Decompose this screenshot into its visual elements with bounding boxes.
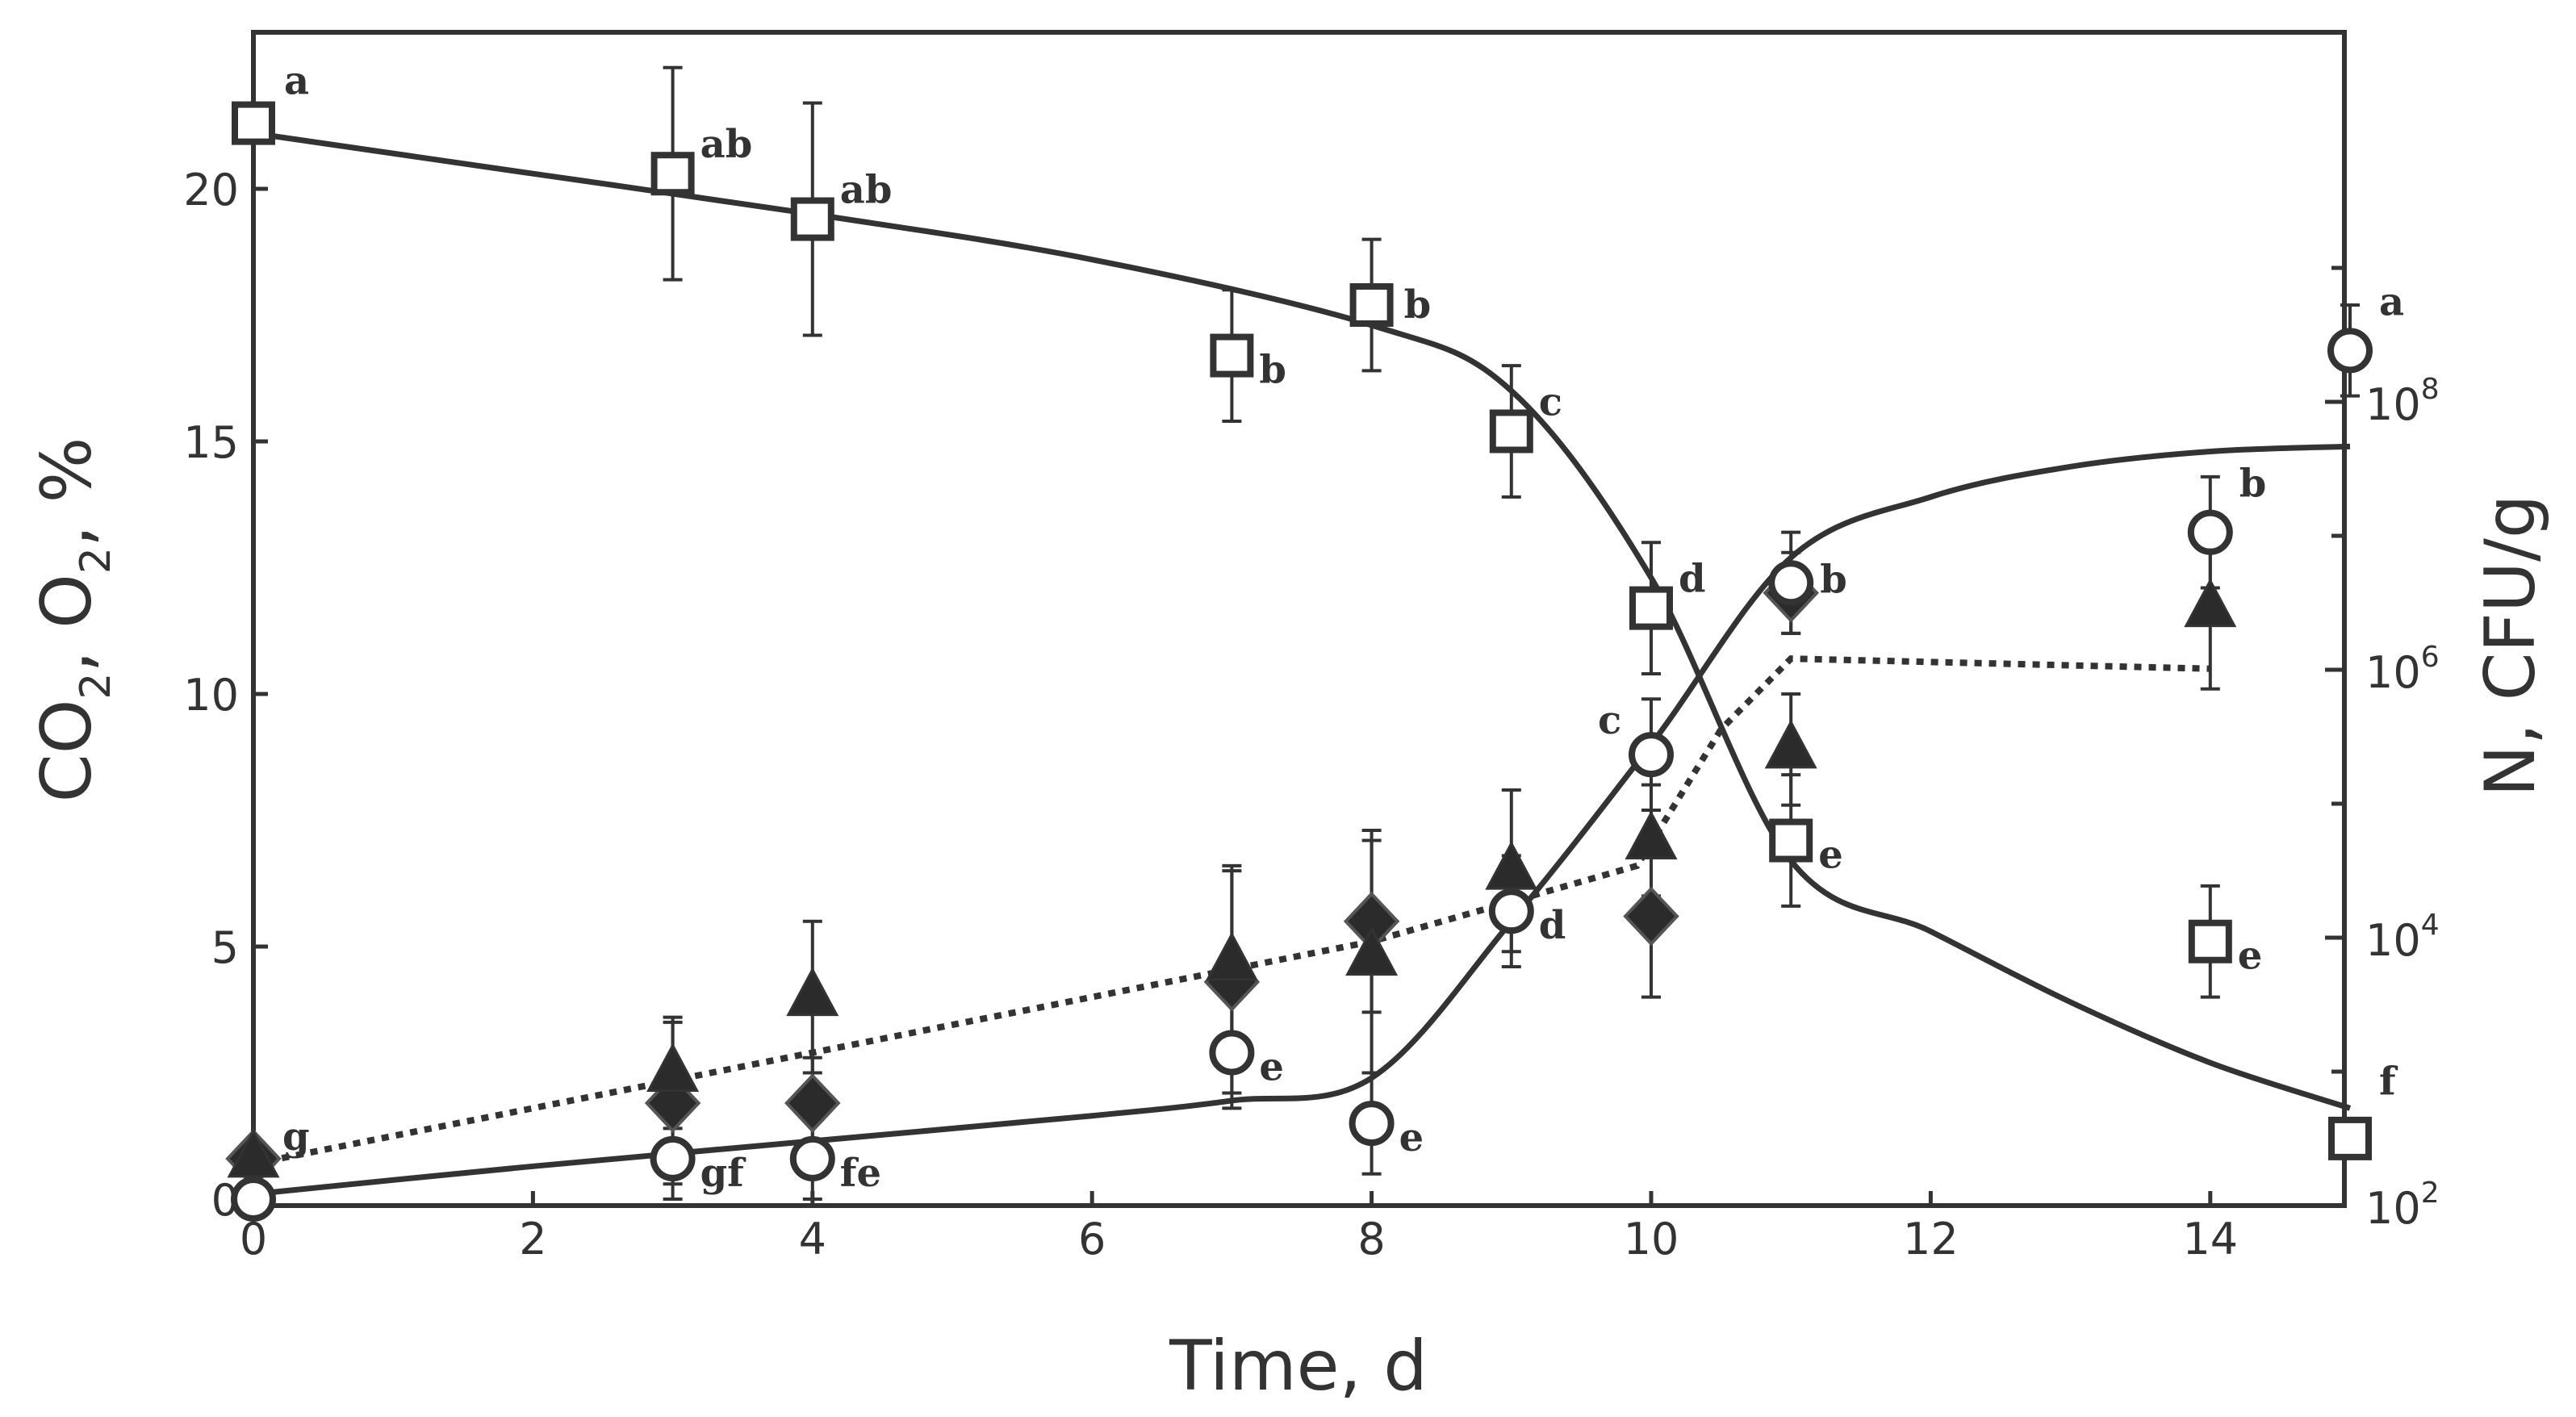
data-point-triangle-filled	[1206, 933, 1257, 981]
y-left-tick-label: 5	[211, 922, 239, 973]
data-markers	[226, 105, 2369, 1218]
y-right-tick-label: 108	[2365, 373, 2440, 430]
y-right-tick-label: 106	[2365, 641, 2440, 698]
x-tick-label: 4	[799, 1214, 826, 1264]
data-point-circle-open	[1632, 735, 1671, 774]
significance-letter: b	[1820, 557, 1847, 602]
significance-letter: f	[2379, 1059, 2398, 1104]
plot-frame	[251, 30, 2347, 1208]
data-point-diamond-filled	[784, 1074, 840, 1133]
significance-letter: fe	[840, 1151, 881, 1196]
data-point-triangle-filled	[787, 968, 838, 1017]
data-point-diamond-filled	[1624, 887, 1679, 946]
data-point-circle-open	[2191, 513, 2230, 552]
y-right-tick-label: 104	[2365, 909, 2440, 966]
data-point-circle-open	[654, 1139, 692, 1178]
x-tick-label: 8	[1357, 1214, 1385, 1264]
significance-letter: d	[1679, 557, 1706, 602]
error-bars	[663, 65, 2360, 1201]
significance-letter: a	[2379, 279, 2404, 324]
y-axis-left-title: CO2, O2, %	[27, 437, 120, 803]
data-point-circle-open	[1771, 563, 1810, 602]
significance-letter: b	[1259, 348, 1286, 393]
significance-letter: d	[1539, 903, 1566, 948]
data-point-circle-open	[2331, 331, 2369, 370]
data-point-triangle-filled	[647, 1044, 699, 1092]
fit-curves	[253, 130, 2352, 1198]
y-right-tick-label: 102	[2365, 1177, 2440, 1234]
data-point-triangle-filled	[2185, 579, 2236, 628]
data-point-circle-open	[1353, 1104, 1391, 1143]
data-point-square-open	[2331, 1120, 2369, 1157]
y-left-tick-label: 15	[183, 417, 239, 468]
significance-letter: ab	[700, 122, 753, 167]
data-point-circle-open	[234, 1180, 273, 1218]
significance-letter: c	[1598, 698, 1621, 743]
x-tick-label: 14	[2182, 1214, 2238, 1264]
significance-letter: gf	[700, 1151, 747, 1196]
significance-letter: e	[1399, 1115, 1424, 1160]
data-point-square-open	[1353, 286, 1390, 324]
x-tick-label: 12	[1903, 1214, 1959, 1264]
x-tick-label: 0	[240, 1214, 267, 1264]
data-point-square-open	[654, 155, 692, 192]
significance-letter: a	[284, 59, 309, 104]
significance-letter: ab	[840, 168, 893, 213]
x-tick-label: 2	[519, 1214, 546, 1264]
data-point-square-open	[1772, 822, 1809, 859]
data-point-circle-open	[1212, 1033, 1251, 1072]
significance-letter: g	[282, 1114, 310, 1160]
significance-letter: e	[1259, 1044, 1284, 1089]
fit-curve	[253, 443, 2351, 1198]
y-axis-right-title: N, CFU/g	[2470, 494, 2551, 796]
data-point-triangle-filled	[1346, 928, 1398, 976]
data-point-square-open	[1493, 412, 1530, 449]
data-point-square-open	[1633, 590, 1670, 627]
data-point-square-open	[235, 105, 272, 142]
x-axis-title: Time, d	[1169, 1326, 1428, 1407]
data-point-square-open	[794, 201, 831, 238]
data-point-square-open	[2192, 923, 2229, 960]
x-tick-label: 6	[1078, 1214, 1106, 1264]
significance-letter: b	[1404, 282, 1432, 328]
y-left-tick-label: 20	[183, 165, 239, 215]
data-point-circle-open	[793, 1139, 832, 1178]
data-point-square-open	[1213, 337, 1250, 374]
x-tick-label: 10	[1624, 1214, 1679, 1264]
fit-curve-co2-dotted	[253, 655, 2210, 1168]
fit-curve	[253, 130, 2352, 1111]
significance-letter: b	[2239, 462, 2267, 507]
data-point-triangle-filled	[1486, 842, 1537, 890]
significance-letter: e	[2238, 934, 2263, 979]
data-point-triangle-filled	[1765, 721, 1817, 769]
significance-letter: c	[1539, 379, 1562, 424]
y-left-tick-label: 10	[183, 670, 239, 721]
data-point-circle-open	[1492, 892, 1531, 930]
significance-letter: e	[1818, 833, 1843, 878]
